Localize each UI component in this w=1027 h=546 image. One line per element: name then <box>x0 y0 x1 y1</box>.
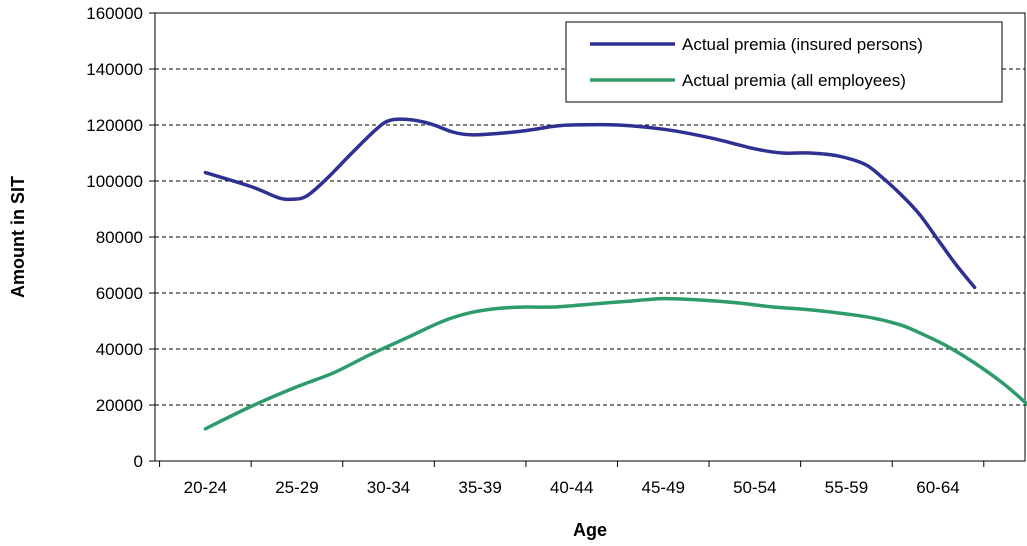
y-tick-label: 80000 <box>96 228 143 247</box>
x-tick-label: 60-64 <box>916 478 959 497</box>
y-tick-label: 40000 <box>96 340 143 359</box>
x-axis: 20-24 25-29 30-34 35-39 40-44 45-49 50-54 55-59… <box>159 461 985 497</box>
y-axis-title: Amount in SIT <box>8 176 28 298</box>
x-tick-label: 35-39 <box>458 478 501 497</box>
x-tick-label: 55-59 <box>825 478 868 497</box>
legend-box <box>565 21 1003 103</box>
y-tick-label: 120000 <box>86 116 143 135</box>
y-tick-label: 100000 <box>86 172 143 191</box>
x-axis-title: Age <box>573 520 607 540</box>
x-tick-label: 20-24 <box>184 478 227 497</box>
legend-label-insured: Actual premia (insured persons) <box>682 35 923 54</box>
x-tick-label: 30-34 <box>367 478 410 497</box>
legend-label-all-employees: Actual premia (all employees) <box>682 71 906 90</box>
series-line-0 <box>203 117 977 290</box>
y-tick-label: 0 <box>134 452 143 471</box>
y-axis: 0 20000 40000 60000 80000 100000 120000 140000 1… <box>86 4 155 471</box>
legend: Actual premia (insured persons) Actual p… <box>565 21 1003 103</box>
x-tick-label: 40-44 <box>550 478 593 497</box>
series-line-1 <box>203 296 1027 431</box>
x-tick-label: 50-54 <box>733 478 776 497</box>
y-tick-label: 60000 <box>96 284 143 303</box>
x-tick-label: 45-49 <box>642 478 685 497</box>
series-lines <box>203 117 1027 431</box>
x-tick-label: 25-29 <box>275 478 318 497</box>
y-tick-label: 20000 <box>96 396 143 415</box>
y-tick-label: 160000 <box>86 4 143 23</box>
y-tick-label: 140000 <box>86 60 143 79</box>
